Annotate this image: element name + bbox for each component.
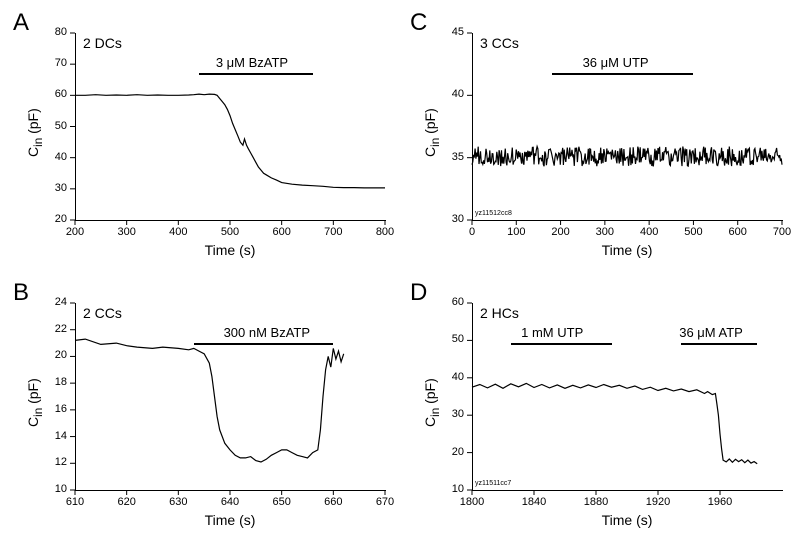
x-tick-label: 670: [370, 496, 400, 508]
treatment-bar: [552, 73, 694, 75]
trace: [75, 339, 344, 462]
x-axis-label: Time (s): [75, 242, 385, 258]
y-tick-label: 50: [55, 120, 67, 132]
y-tick-label: 40: [452, 88, 464, 100]
x-tick-label: 0: [457, 226, 487, 238]
treatment-label: 1 mM UTP: [521, 325, 583, 340]
trace: [472, 147, 782, 167]
x-axis-label: Time (s): [75, 512, 385, 528]
treatment-bar: [511, 343, 612, 345]
y-tick-label: 50: [452, 333, 464, 345]
y-tick-label: 16: [55, 403, 67, 415]
x-tick-label: 650: [267, 496, 297, 508]
treatment-bar: [681, 343, 757, 345]
panel-D: D2 HCs18001840188019201960102030405060Ti…: [402, 275, 797, 540]
y-axis-label: Cin (pF): [25, 108, 45, 157]
y-tick-label: 30: [452, 213, 464, 225]
source-note: yz11511cc7: [475, 480, 511, 487]
treatment-bar: [194, 343, 334, 345]
y-tick-label: 80: [55, 26, 67, 38]
x-tick-label: 1880: [581, 496, 611, 508]
y-label-sub: in: [429, 407, 442, 416]
x-tick-label: 100: [501, 226, 531, 238]
x-tick-label: 640: [215, 496, 245, 508]
y-tick-label: 20: [55, 213, 67, 225]
y-label-C: C: [25, 146, 41, 156]
panel-A: A2 DCs2003004005006007008002030405060708…: [5, 5, 400, 270]
y-axis-label: Cin (pF): [25, 378, 45, 427]
panel-C: C3 CCs010020030040050060070030354045Time…: [402, 5, 797, 270]
x-tick-label: 300: [590, 226, 620, 238]
x-axis-label: Time (s): [472, 242, 782, 258]
y-tick-label: 12: [55, 456, 67, 468]
x-tick-label: 500: [678, 226, 708, 238]
x-tick-label: 200: [546, 226, 576, 238]
x-tick-label: 700: [767, 226, 797, 238]
y-tick-label: 22: [55, 323, 67, 335]
treatment-label: 300 nM BzATP: [224, 325, 310, 340]
x-tick-label: 1840: [519, 496, 549, 508]
y-tick-label: 30: [452, 408, 464, 420]
y-tick-label: 24: [55, 296, 67, 308]
source-note: yz11512cc8: [475, 210, 512, 217]
x-tick-label: 200: [60, 226, 90, 238]
treatment-label: 3 μM BzATP: [216, 55, 288, 70]
y-tick-label: 20: [55, 349, 67, 361]
y-axis-label: Cin (pF): [422, 108, 442, 157]
y-label-sub: in: [32, 407, 45, 416]
x-tick-label: 1960: [705, 496, 735, 508]
panel-B: B2 CCs6106206306406506606701012141618202…: [5, 275, 400, 540]
y-tick-label: 70: [55, 57, 67, 69]
y-tick-label: 20: [452, 446, 464, 458]
y-label-unit: (pF): [25, 378, 41, 408]
x-tick-label: 610: [60, 496, 90, 508]
y-axis-label: Cin (pF): [422, 378, 442, 427]
x-tick-label: 700: [318, 226, 348, 238]
y-tick-label: 40: [452, 371, 464, 383]
x-tick-label: 1800: [457, 496, 487, 508]
x-tick-label: 500: [215, 226, 245, 238]
x-tick-label: 600: [267, 226, 297, 238]
y-label-unit: (pF): [422, 378, 438, 408]
x-tick-label: 600: [723, 226, 753, 238]
x-tick-label: 800: [370, 226, 400, 238]
x-tick-label: 300: [112, 226, 142, 238]
treatment-label: 36 μM ATP: [679, 325, 743, 340]
y-tick-label: 40: [55, 151, 67, 163]
y-tick-label: 10: [55, 483, 67, 495]
y-tick-label: 10: [452, 483, 464, 495]
y-tick-label: 14: [55, 430, 67, 442]
y-tick-label: 60: [55, 88, 67, 100]
treatment-bar: [199, 73, 313, 75]
y-label-unit: (pF): [25, 108, 41, 138]
y-tick-label: 18: [55, 376, 67, 388]
treatment-label: 36 μM UTP: [583, 55, 649, 70]
y-label-unit: (pF): [422, 108, 438, 138]
y-label-C: C: [422, 416, 438, 426]
y-label-sub: in: [429, 137, 442, 146]
y-tick-label: 30: [55, 182, 67, 194]
y-tick-label: 60: [452, 296, 464, 308]
x-tick-label: 660: [318, 496, 348, 508]
x-tick-label: 630: [163, 496, 193, 508]
y-label-C: C: [422, 146, 438, 156]
trace: [75, 94, 385, 188]
y-tick-label: 45: [452, 26, 464, 38]
y-tick-label: 35: [452, 151, 464, 163]
figure: A2 DCs2003004005006007008002030405060708…: [0, 0, 800, 548]
trace: [472, 383, 757, 463]
x-tick-label: 400: [163, 226, 193, 238]
x-axis-label: Time (s): [472, 512, 782, 528]
y-label-C: C: [25, 416, 41, 426]
x-tick-label: 1920: [643, 496, 673, 508]
x-tick-label: 400: [634, 226, 664, 238]
y-label-sub: in: [32, 137, 45, 146]
x-tick-label: 620: [112, 496, 142, 508]
